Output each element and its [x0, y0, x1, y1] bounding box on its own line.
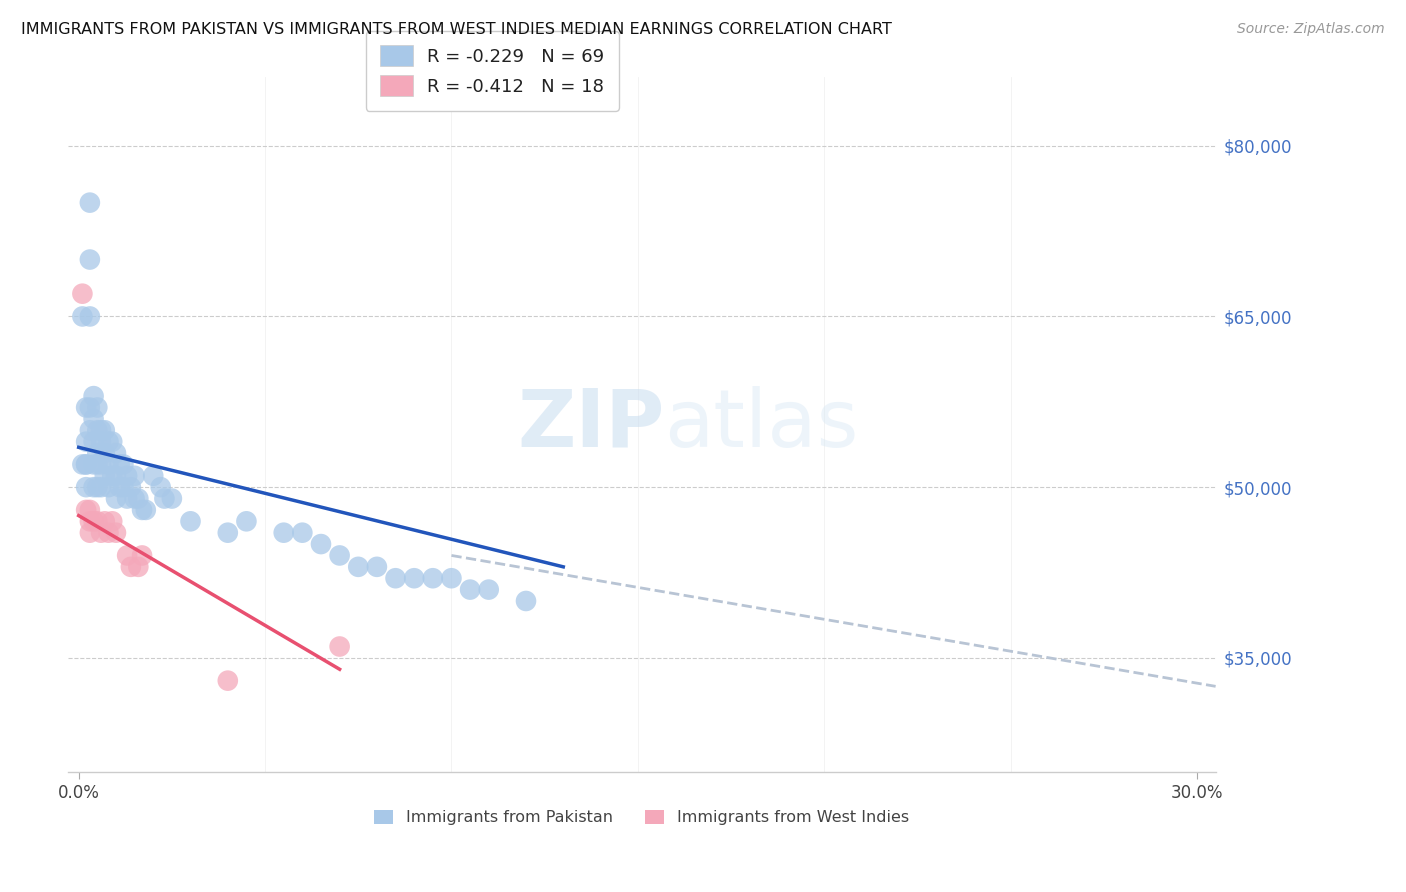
Point: [83, 434, 105, 449]
Point: [94, 446, 117, 460]
Point: [94, 514, 117, 528]
Point: [104, 468, 127, 483]
Point: [90, 423, 112, 437]
Point: [79, 423, 101, 437]
Point: [180, 514, 202, 528]
Point: [160, 491, 183, 506]
Point: [79, 252, 101, 267]
Point: [127, 491, 149, 506]
Point: [329, 549, 352, 563]
Point: [101, 514, 124, 528]
Point: [75, 503, 97, 517]
Point: [86, 446, 108, 460]
Point: [101, 434, 124, 449]
Point: [83, 480, 105, 494]
Point: [97, 458, 120, 472]
Point: [86, 423, 108, 437]
Point: [458, 582, 481, 597]
Text: atlas: atlas: [665, 385, 859, 464]
Point: [291, 525, 314, 540]
Point: [79, 503, 101, 517]
Point: [86, 480, 108, 494]
Point: [135, 503, 157, 517]
Point: [90, 525, 112, 540]
Point: [75, 458, 97, 472]
Point: [217, 673, 239, 688]
Point: [273, 525, 295, 540]
Point: [347, 559, 370, 574]
Point: [97, 525, 120, 540]
Point: [83, 389, 105, 403]
Point: [131, 503, 153, 517]
Point: [90, 458, 112, 472]
Point: [131, 549, 153, 563]
Point: [94, 423, 117, 437]
Point: [440, 571, 463, 585]
Point: [404, 571, 426, 585]
Point: [83, 412, 105, 426]
Point: [149, 480, 172, 494]
Point: [120, 559, 142, 574]
Point: [104, 446, 127, 460]
Point: [309, 537, 332, 551]
Point: [79, 195, 101, 210]
Point: [115, 549, 138, 563]
Point: [115, 491, 138, 506]
Point: [104, 525, 127, 540]
Point: [127, 559, 149, 574]
Point: [217, 525, 239, 540]
Point: [75, 458, 97, 472]
Point: [108, 458, 131, 472]
Point: [329, 640, 352, 654]
Point: [124, 491, 146, 506]
Point: [142, 468, 165, 483]
Point: [104, 491, 127, 506]
Point: [86, 401, 108, 415]
Point: [75, 480, 97, 494]
Point: [79, 401, 101, 415]
Point: [101, 468, 124, 483]
Point: [79, 310, 101, 324]
Point: [115, 468, 138, 483]
Point: [112, 458, 135, 472]
Text: ZIP: ZIP: [517, 385, 665, 464]
Point: [478, 582, 501, 597]
Point: [72, 458, 94, 472]
Point: [97, 480, 120, 494]
Point: [384, 571, 406, 585]
Point: [94, 468, 117, 483]
Legend: Immigrants from Pakistan, Immigrants from West Indies: Immigrants from Pakistan, Immigrants fro…: [366, 802, 917, 833]
Point: [120, 480, 142, 494]
Point: [422, 571, 444, 585]
Point: [83, 514, 105, 528]
Text: Source: ZipAtlas.com: Source: ZipAtlas.com: [1237, 22, 1385, 37]
Point: [79, 514, 101, 528]
Point: [90, 434, 112, 449]
Point: [75, 401, 97, 415]
Point: [153, 491, 176, 506]
Point: [79, 525, 101, 540]
Point: [90, 480, 112, 494]
Point: [97, 434, 120, 449]
Point: [72, 286, 94, 301]
Point: [72, 310, 94, 324]
Text: IMMIGRANTS FROM PAKISTAN VS IMMIGRANTS FROM WEST INDIES MEDIAN EARNINGS CORRELAT: IMMIGRANTS FROM PAKISTAN VS IMMIGRANTS F…: [21, 22, 891, 37]
Point: [112, 480, 135, 494]
Point: [75, 434, 97, 449]
Point: [83, 458, 105, 472]
Point: [235, 514, 257, 528]
Point: [86, 458, 108, 472]
Point: [86, 514, 108, 528]
Point: [108, 480, 131, 494]
Point: [124, 468, 146, 483]
Point: [515, 594, 537, 608]
Point: [366, 559, 388, 574]
